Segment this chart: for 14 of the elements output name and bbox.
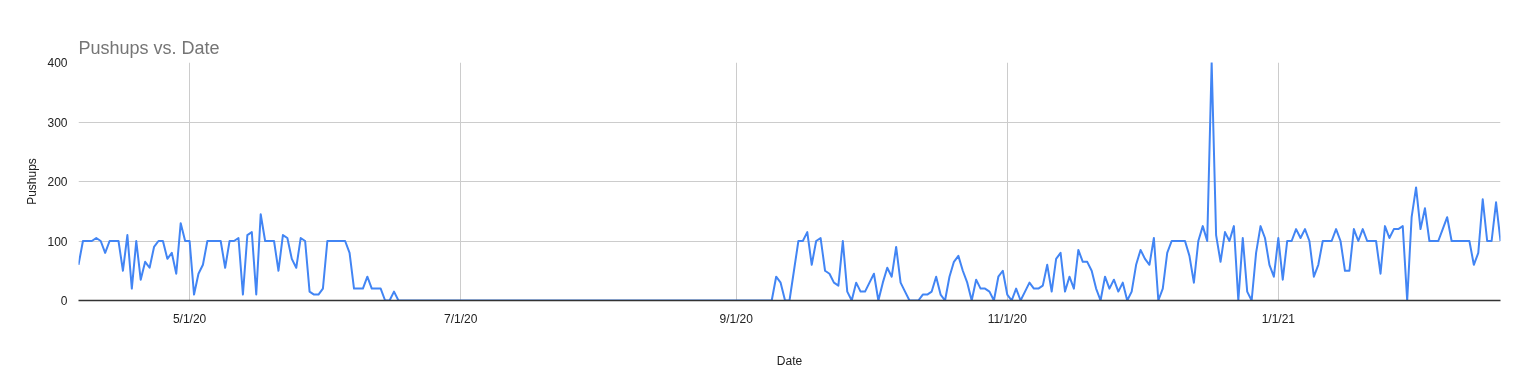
y-tick-label: 100	[47, 234, 68, 249]
x-tick-label: 11/1/20	[987, 311, 1028, 326]
y-tick-label: 300	[47, 115, 68, 130]
x-tick-label: 5/1/20	[172, 311, 207, 326]
y-axis-title: Pushups	[25, 158, 40, 205]
y-tick-label: 200	[47, 175, 68, 189]
line-series	[78, 62, 1501, 301]
x-tick-label: 1/1/21	[1261, 311, 1296, 326]
x-tick-label: 7/1/20	[443, 311, 478, 326]
y-tick-label: 0	[60, 294, 68, 308]
x-axis-title: Date	[776, 353, 803, 368]
chart-title: Pushups vs. Date	[78, 37, 220, 58]
x-tick-label: 9/1/20	[719, 311, 754, 326]
y-tick-label: 400	[47, 56, 68, 70]
